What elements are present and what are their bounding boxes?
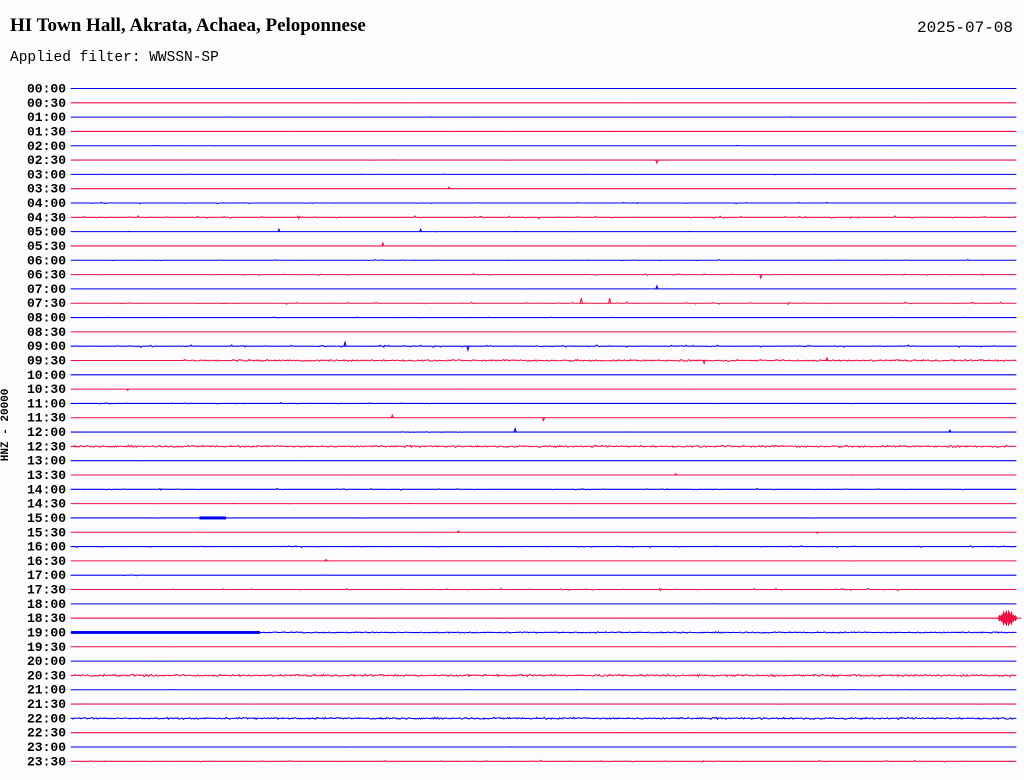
- svg-text:19:30: 19:30: [27, 640, 66, 655]
- svg-text:23:30: 23:30: [27, 754, 66, 769]
- svg-text:16:00: 16:00: [27, 540, 66, 555]
- svg-text:10:00: 10:00: [27, 368, 66, 383]
- svg-text:16:30: 16:30: [27, 554, 66, 569]
- svg-text:01:00: 01:00: [27, 110, 66, 125]
- svg-text:07:00: 07:00: [27, 282, 66, 297]
- svg-text:07:30: 07:30: [27, 296, 66, 311]
- svg-text:08:30: 08:30: [27, 325, 66, 340]
- svg-text:04:00: 04:00: [27, 196, 66, 211]
- svg-text:19:00: 19:00: [27, 625, 66, 640]
- svg-text:18:30: 18:30: [27, 611, 66, 626]
- svg-text:05:00: 05:00: [27, 225, 66, 240]
- svg-text:21:00: 21:00: [27, 683, 66, 698]
- svg-text:15:30: 15:30: [27, 525, 66, 540]
- svg-text:23:00: 23:00: [27, 740, 66, 755]
- svg-text:12:30: 12:30: [27, 439, 66, 454]
- svg-text:08:00: 08:00: [27, 311, 66, 326]
- svg-text:20:00: 20:00: [27, 654, 66, 669]
- svg-text:00:30: 00:30: [27, 96, 66, 111]
- svg-text:02:30: 02:30: [27, 153, 66, 168]
- svg-text:04:30: 04:30: [27, 210, 66, 225]
- svg-text:06:00: 06:00: [27, 253, 66, 268]
- svg-text:05:30: 05:30: [27, 239, 66, 254]
- svg-text:00:00: 00:00: [27, 82, 66, 97]
- svg-text:20:30: 20:30: [27, 668, 66, 683]
- svg-text:03:30: 03:30: [27, 182, 66, 197]
- svg-text:02:00: 02:00: [27, 139, 66, 154]
- svg-text:03:00: 03:00: [27, 167, 66, 182]
- svg-text:14:30: 14:30: [27, 497, 66, 512]
- svg-text:15:00: 15:00: [27, 511, 66, 526]
- svg-text:17:00: 17:00: [27, 568, 66, 583]
- svg-text:06:30: 06:30: [27, 268, 66, 283]
- svg-text:11:30: 11:30: [27, 411, 66, 426]
- svg-text:13:00: 13:00: [27, 454, 66, 469]
- svg-text:12:00: 12:00: [27, 425, 66, 440]
- svg-text:17:30: 17:30: [27, 583, 66, 598]
- svg-text:10:30: 10:30: [27, 382, 66, 397]
- svg-text:22:30: 22:30: [27, 726, 66, 741]
- svg-text:18:00: 18:00: [27, 597, 66, 612]
- svg-text:14:00: 14:00: [27, 482, 66, 497]
- svg-text:22:00: 22:00: [27, 711, 66, 726]
- svg-text:11:00: 11:00: [27, 396, 66, 411]
- svg-text:09:00: 09:00: [27, 339, 66, 354]
- svg-text:HNZ - 20000: HNZ - 20000: [0, 389, 12, 462]
- svg-text:21:30: 21:30: [27, 697, 66, 712]
- svg-text:09:30: 09:30: [27, 353, 66, 368]
- svg-text:13:30: 13:30: [27, 468, 66, 483]
- svg-text:01:30: 01:30: [27, 124, 66, 139]
